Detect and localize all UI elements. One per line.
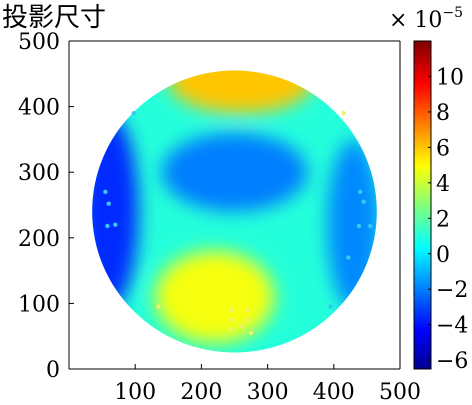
y-tick-label: 500 (18, 30, 60, 55)
yellow-marker (238, 324, 244, 329)
yellow-marker (228, 327, 234, 332)
colorbar-tick-label: −2 (436, 278, 468, 303)
cyan-marker (368, 223, 373, 229)
colorbar-gradient-bar (413, 40, 432, 370)
plot-area (92, 51, 377, 353)
y-tick-label: 100 (18, 292, 60, 317)
cyan-marker (131, 110, 137, 116)
colorbar-multiplier: × 10−5 (389, 5, 463, 33)
cyan-marker (105, 223, 110, 229)
y-tick-label: 400 (18, 96, 60, 121)
cyan-marker (361, 199, 366, 204)
cyan-marker (328, 304, 333, 309)
colorbar-tick-label: 6 (436, 136, 450, 161)
colorbar-ticks: 10 8 6 4 2 0 −2 −4 −6 (428, 65, 468, 374)
colorbar-tick-label: −4 (436, 314, 468, 339)
field-low (161, 132, 308, 212)
yellow-marker (245, 317, 250, 322)
x-tick-label: 200 (180, 380, 222, 405)
field-high (168, 70, 314, 114)
colorbar-tick-label: 2 (436, 207, 450, 232)
field-high (155, 250, 275, 343)
heatmap-features (92, 51, 377, 343)
x-tick-label: 500 (379, 380, 421, 405)
plot-axes (68, 40, 401, 370)
field-low (327, 139, 377, 310)
x-tick-label: 100 (114, 380, 156, 405)
marker-points (103, 110, 373, 336)
heatmap-surface (92, 51, 377, 353)
yellow-marker (228, 307, 234, 313)
colorbar-tick-label: 8 (436, 101, 450, 126)
cyan-marker (113, 222, 118, 227)
chart-title: 投影尺寸 (2, 3, 106, 33)
field-low (92, 113, 139, 310)
cyan-marker (358, 189, 363, 195)
x-axis-ticks: 100 200 300 400 500 (114, 364, 421, 405)
yellow-marker (341, 110, 346, 116)
cyan-marker (106, 201, 111, 206)
y-axis-ticks: 0 100 200 300 400 500 (18, 30, 74, 383)
colorbar-tick-label: 4 (436, 172, 450, 197)
yellow-marker (248, 330, 254, 336)
yellow-marker (156, 304, 161, 309)
yellow-marker (245, 307, 250, 313)
cyan-marker (356, 223, 362, 229)
y-tick-label: 0 (46, 358, 60, 383)
cyan-marker (346, 255, 351, 260)
cyan-marker (103, 189, 108, 195)
y-tick-label: 200 (18, 227, 60, 252)
colorbar: × 10−5 10 8 6 4 2 0 −2 −4 −6 (389, 5, 468, 374)
yellow-marker (228, 317, 234, 322)
x-tick-label: 400 (313, 380, 355, 405)
x-tick-label: 300 (247, 380, 289, 405)
y-tick-label: 300 (18, 161, 60, 186)
colorbar-tick-label: 10 (436, 65, 464, 90)
field-peak (231, 51, 244, 59)
colorbar-tick-label: 0 (436, 243, 450, 268)
colorbar-tick-label: −6 (436, 349, 468, 374)
